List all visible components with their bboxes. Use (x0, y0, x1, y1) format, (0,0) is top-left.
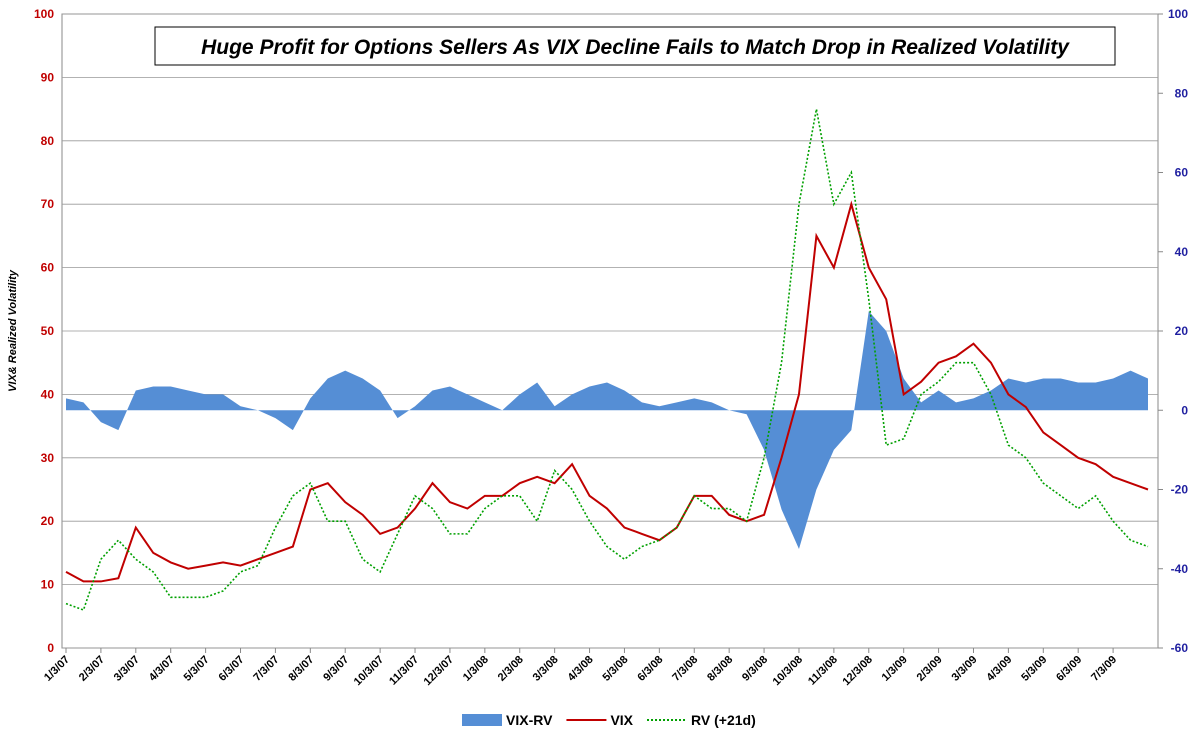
x-tick-label: 6/3/09 (1054, 654, 1084, 684)
y2-tick-label: -40 (1171, 562, 1189, 576)
y2-tick-label: 100 (1168, 7, 1188, 21)
y-tick-label: 50 (41, 324, 55, 338)
x-tick-label: 2/3/09 (915, 654, 945, 684)
x-tick-label: 9/3/07 (321, 654, 351, 684)
legend-label: RV (+21d) (691, 712, 756, 728)
x-tick-label: 3/3/09 (949, 654, 979, 684)
y-tick-label: 100 (34, 7, 54, 21)
line (65, 200, 1149, 583)
y-tick-label: 30 (41, 451, 55, 465)
x-tick-label: 8/3/07 (286, 654, 316, 684)
x-tick-label: 10/3/08 (771, 654, 805, 688)
y2-tick-label: -20 (1171, 483, 1189, 497)
x-tick-label: 1/3/09 (880, 654, 910, 684)
x-tick-label: 10/3/07 (352, 654, 386, 688)
x-tick-label: 7/3/07 (251, 654, 281, 684)
x-tick-label: 2/3/08 (496, 654, 526, 684)
x-tick-label: 5/3/08 (600, 654, 630, 684)
y-tick-label: 10 (41, 578, 55, 592)
y-tick-label: 80 (41, 134, 55, 148)
x-tick-label: 7/3/09 (1089, 654, 1119, 684)
y-tick-label: 40 (41, 387, 55, 401)
y-tick-label: 0 (47, 641, 54, 655)
x-tick-label: 5/3/09 (1019, 654, 1049, 684)
y2-tick-label: 60 (1175, 166, 1189, 180)
x-tick-label: 1/3/07 (42, 654, 72, 684)
legend-swatch (462, 714, 502, 726)
y2-tick-label: 80 (1175, 86, 1189, 100)
x-tick-label: 5/3/07 (182, 654, 212, 684)
line (65, 108, 1149, 611)
title-box (154, 26, 1116, 66)
legend-label: VIX-RV (506, 712, 553, 728)
x-tick-label: 3/3/08 (531, 654, 561, 684)
x-tick-label: 11/3/08 (806, 654, 840, 688)
y-tick-label: 20 (41, 514, 55, 528)
y2-tick-label: 20 (1175, 324, 1189, 338)
x-tick-label: 6/3/08 (635, 654, 665, 684)
legend-label: VIX (610, 712, 633, 728)
y-tick-label: 90 (41, 70, 55, 84)
chart-title: Huge Profit for Options Sellers As VIX D… (201, 36, 1070, 59)
x-tick-label: 4/3/07 (147, 654, 177, 684)
y2-tick-label: 40 (1175, 245, 1189, 259)
x-tick-label: 3/3/07 (112, 654, 142, 684)
y-axis-label: VIX& Realized Volatility (7, 269, 19, 392)
x-tick-label: 8/3/08 (705, 654, 735, 684)
x-tick-label: 12/3/08 (840, 654, 874, 688)
x-tick-label: 4/3/09 (984, 654, 1014, 684)
x-tick-label: 1/3/08 (461, 654, 491, 684)
x-tick-label: 7/3/08 (670, 654, 700, 684)
y-tick-label: 60 (41, 261, 55, 275)
x-tick-label: 4/3/08 (566, 654, 596, 684)
x-tick-label: 11/3/07 (387, 654, 421, 688)
x-tick-label: 9/3/08 (740, 654, 770, 684)
x-tick-label: 12/3/07 (422, 654, 456, 688)
x-tick-label: 6/3/07 (217, 654, 247, 684)
y-tick-label: 70 (41, 197, 55, 211)
y2-tick-label: -60 (1171, 641, 1189, 655)
y2-tick-label: 0 (1181, 403, 1188, 417)
x-tick-label: 2/3/07 (77, 654, 107, 684)
